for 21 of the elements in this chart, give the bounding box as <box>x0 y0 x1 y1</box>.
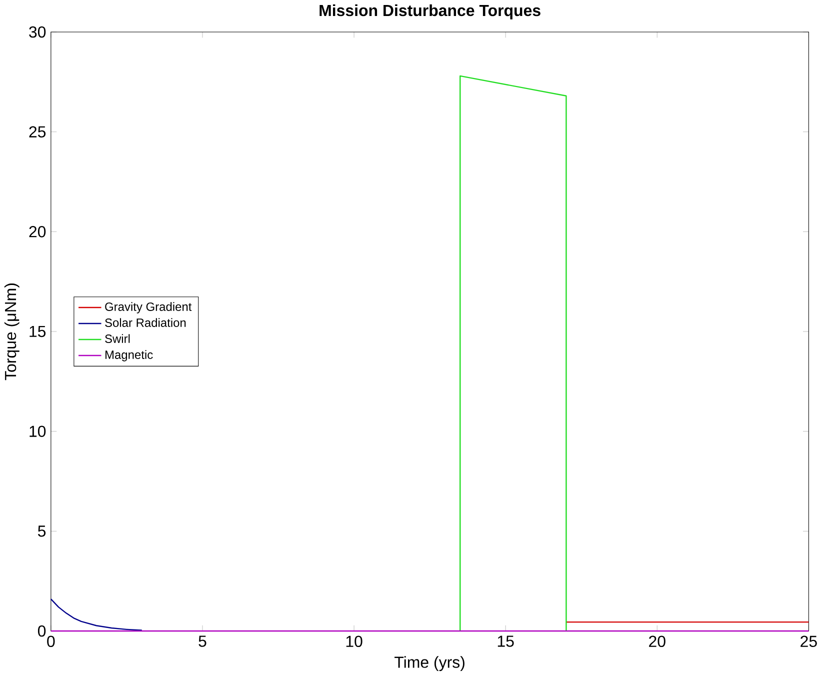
y-tick-label: 20 <box>29 226 46 238</box>
legend-label: Gravity Gradient <box>105 302 192 314</box>
x-tick-label: 20 <box>649 636 666 648</box>
chart-title: Mission Disturbance Torques <box>320 4 540 20</box>
y-tick-label: 25 <box>29 126 46 138</box>
x-axis-title: Time (yrs) <box>394 656 464 672</box>
y-tick-label: 0 <box>38 626 46 637</box>
x-tick-label: 0 <box>47 636 55 648</box>
y-tick-label: 10 <box>30 426 46 438</box>
x-tick-label: 15 <box>498 636 514 648</box>
x-tick-label: 10 <box>346 636 362 648</box>
legend-label: Solar Radiation <box>105 318 186 328</box>
y-tick-label: 15 <box>30 326 46 338</box>
legend-label: Swirl <box>105 334 130 344</box>
y-tick-label: 5 <box>38 526 46 537</box>
legend-label: Magnetic <box>105 350 153 362</box>
y-tick-label: 30 <box>29 26 46 38</box>
x-tick-label: 25 <box>800 636 817 648</box>
y-axis-title: Torque (μNm) <box>4 284 20 380</box>
line-series <box>50 598 142 632</box>
x-tick-label: 5 <box>198 636 206 648</box>
